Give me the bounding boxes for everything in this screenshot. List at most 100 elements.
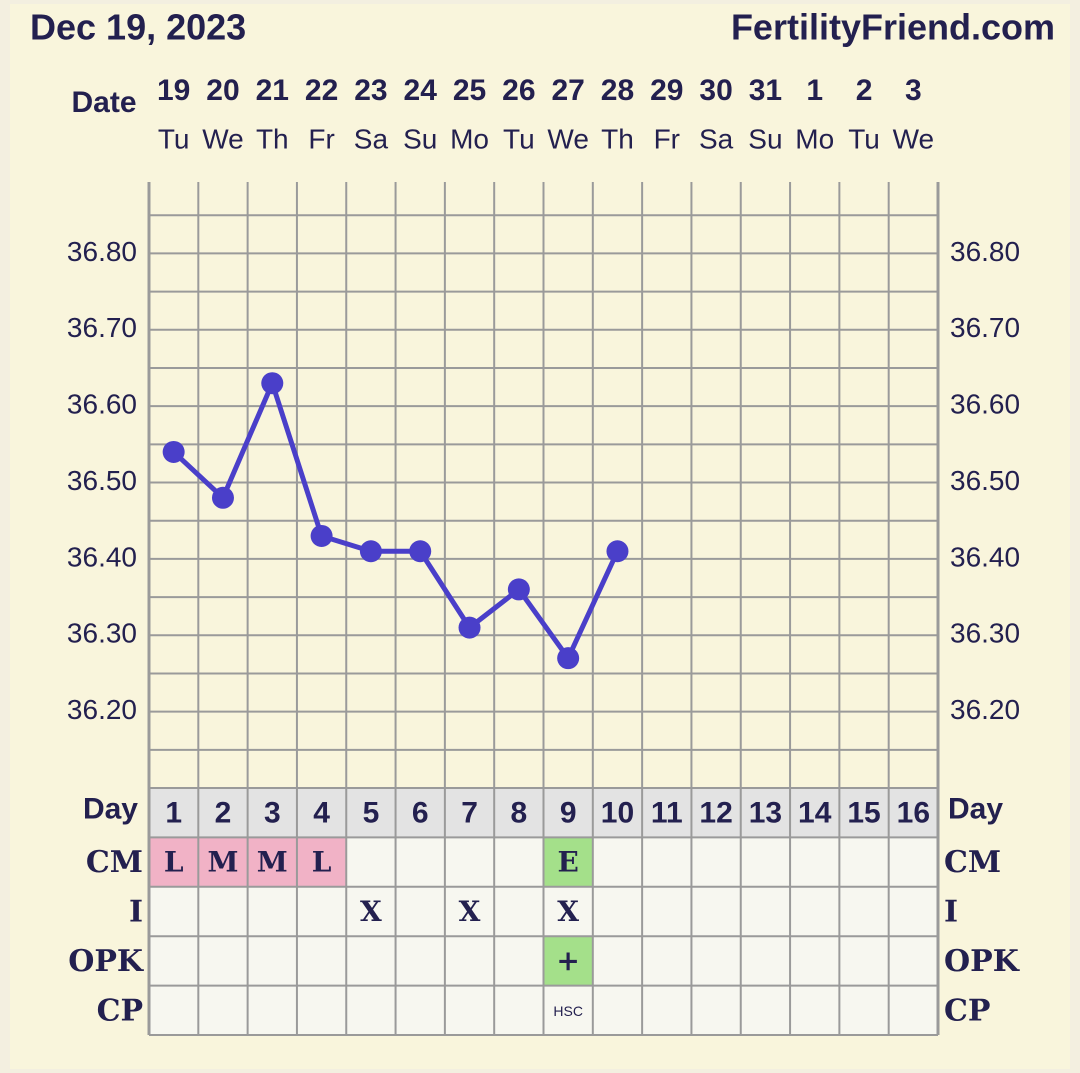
cycle-day: 12 [699, 797, 732, 830]
cell-text: L [312, 846, 332, 879]
cell-highlight [198, 837, 248, 887]
y-tick-label-right: 36.30 [950, 618, 1020, 649]
cell-text: X [557, 895, 579, 928]
weekday: Th [601, 123, 634, 154]
y-tick-label: 36.80 [67, 236, 137, 267]
weekday: Mo [450, 123, 489, 154]
cycle-day: 3 [264, 797, 281, 830]
cell-highlight [149, 837, 199, 887]
row-label: CP [97, 993, 143, 1028]
date-number: 24 [404, 74, 438, 107]
cycle-day: 10 [601, 797, 634, 830]
weekday: Su [403, 123, 437, 154]
row-label: CM [86, 845, 143, 880]
weekday: We [547, 123, 589, 154]
cell-text: + [556, 944, 579, 977]
y-tick-label-right: 36.80 [950, 236, 1020, 267]
temperature-point [261, 372, 284, 395]
temperature-line [171, 380, 620, 661]
row-label: I [129, 895, 143, 930]
date-number: 23 [354, 74, 387, 107]
weekday: Sa [354, 123, 389, 154]
cycle-day: 5 [363, 797, 380, 830]
y-tick-label: 36.40 [67, 541, 137, 572]
cell-text: M [207, 846, 238, 879]
row-label-right: CM [944, 845, 1001, 880]
cycle-day: 14 [798, 797, 832, 830]
weekday: Th [256, 123, 289, 154]
cell-highlight [543, 936, 593, 986]
cell-text: M [257, 846, 288, 879]
weekday: Fr [308, 123, 334, 154]
temperature-point [211, 486, 234, 509]
day-label-right: Day [948, 793, 1003, 826]
temperature-point [409, 540, 432, 563]
chart-title: Dec 19, 2023 [30, 7, 246, 48]
y-tick-label-right: 36.40 [950, 541, 1020, 572]
temperature-point [557, 647, 580, 670]
date-number: 31 [749, 74, 782, 107]
date-number: 29 [650, 74, 683, 107]
cell-text: HSC [553, 1003, 583, 1019]
weekday: Tu [848, 123, 880, 154]
y-tick-label-right: 36.70 [950, 312, 1020, 343]
cycle-day: 8 [511, 797, 528, 830]
row-label-right: I [944, 895, 958, 930]
weekday: Tu [503, 123, 535, 154]
weekday: Su [748, 123, 782, 154]
temperature-point [507, 578, 530, 601]
date-number: 2 [856, 74, 873, 107]
date-number: 3 [905, 74, 922, 107]
y-tick-label: 36.30 [67, 618, 137, 649]
row-label: OPK [68, 944, 144, 979]
temperature-point [458, 616, 481, 639]
y-tick-label-right: 36.60 [950, 389, 1020, 420]
cell-highlight [543, 837, 593, 887]
temperature-point [162, 440, 185, 463]
date-number: 25 [453, 74, 486, 107]
date-number: 22 [305, 74, 338, 107]
cycle-day: 16 [897, 797, 930, 830]
weekday: Tu [158, 123, 190, 154]
y-tick-label: 36.60 [67, 389, 137, 420]
cycle-day: 7 [461, 797, 478, 830]
cycle-day: 6 [412, 797, 429, 830]
date-number: 19 [157, 74, 190, 107]
cycle-day: 2 [215, 797, 232, 830]
row-label-right: CP [944, 993, 990, 1028]
date-number: 30 [699, 74, 732, 107]
date-number: 1 [806, 74, 823, 107]
cell-highlight [296, 837, 347, 887]
cell-highlight [247, 837, 297, 887]
date-number: 20 [206, 74, 239, 107]
cell-text: L [164, 846, 184, 879]
cell-text: X [360, 895, 382, 928]
weekday: Mo [795, 123, 834, 154]
date-number: 27 [551, 74, 584, 107]
cycle-day: 13 [749, 797, 782, 830]
cycle-day: 4 [313, 797, 330, 830]
y-tick-label: 36.20 [67, 694, 137, 725]
weekday: We [893, 123, 935, 154]
weekday: We [202, 123, 244, 154]
y-tick-label-right: 36.20 [950, 694, 1020, 725]
cell-text: E [557, 846, 578, 879]
y-tick-label: 36.50 [67, 465, 137, 496]
date-number: 28 [601, 74, 634, 107]
cell-text: X [459, 895, 481, 928]
date-number: 26 [502, 74, 535, 107]
weekday: Fr [654, 123, 680, 154]
date-number: 21 [256, 74, 289, 107]
y-tick-label-right: 36.50 [950, 465, 1020, 496]
temperature-point [310, 524, 333, 547]
temperature-point [606, 540, 629, 563]
temperature-point [359, 540, 382, 563]
date-label: Date [71, 86, 136, 119]
site-name: FertilityFriend.com [731, 7, 1055, 48]
cycle-day: 9 [560, 797, 577, 830]
cycle-day: 15 [847, 797, 880, 830]
y-tick-label: 36.70 [67, 312, 137, 343]
row-label-right: OPK [944, 944, 1020, 979]
weekday: Sa [699, 123, 734, 154]
